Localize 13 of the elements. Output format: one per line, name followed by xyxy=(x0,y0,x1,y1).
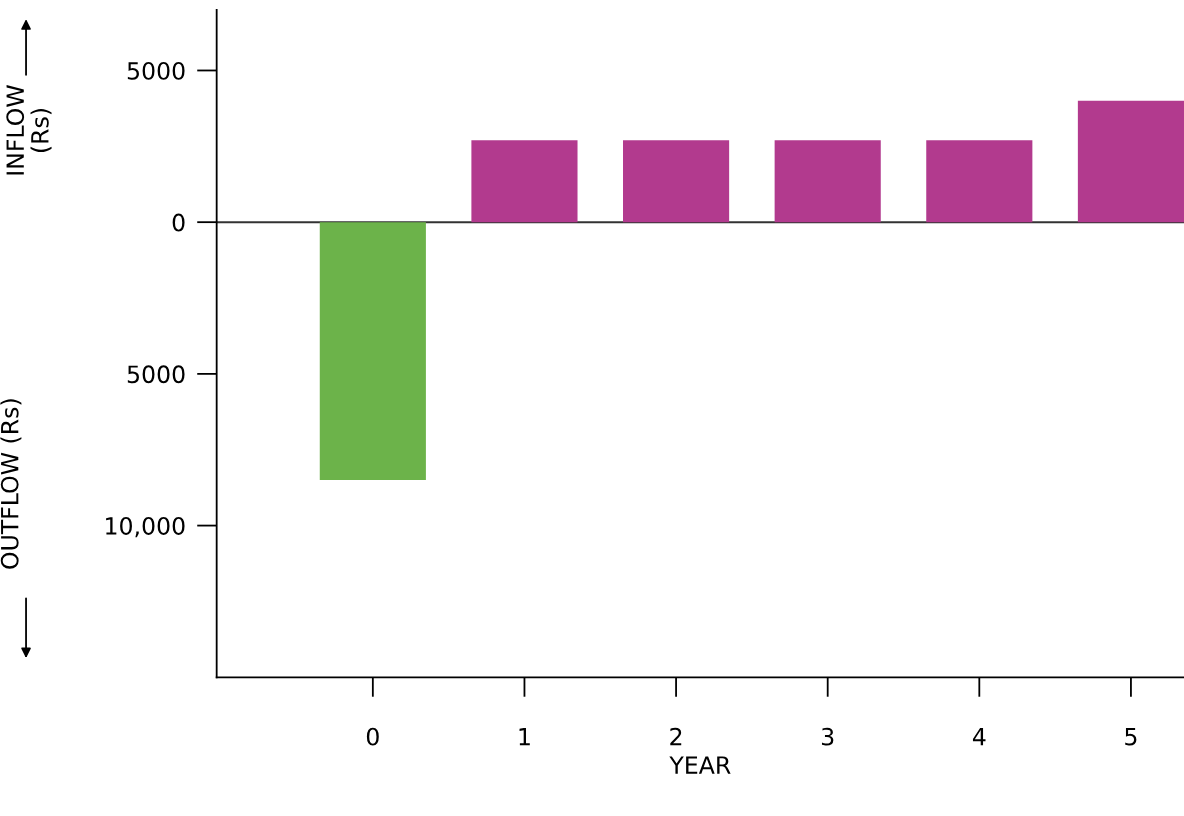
y-axis-title: OUTFLOW (Rs) xyxy=(0,399,22,569)
x-tick-label: 1 xyxy=(519,728,530,746)
x-tick-label: 5 xyxy=(1125,728,1137,746)
x-axis-title: YEAR xyxy=(669,756,731,774)
y-tick-label: 10,000 xyxy=(106,517,185,538)
x-tick-label: 2 xyxy=(670,727,682,746)
y-tick-label: 5000 xyxy=(127,61,185,80)
x-tick-label: 4 xyxy=(972,728,986,746)
x-tick-label: 0 xyxy=(366,727,379,746)
x-tick-label: 3 xyxy=(821,727,834,746)
text: INFLOW (Rs) xyxy=(6,85,52,175)
y-tick-label: 5000 xyxy=(127,365,185,384)
y-tick-label: 0 xyxy=(172,213,185,232)
